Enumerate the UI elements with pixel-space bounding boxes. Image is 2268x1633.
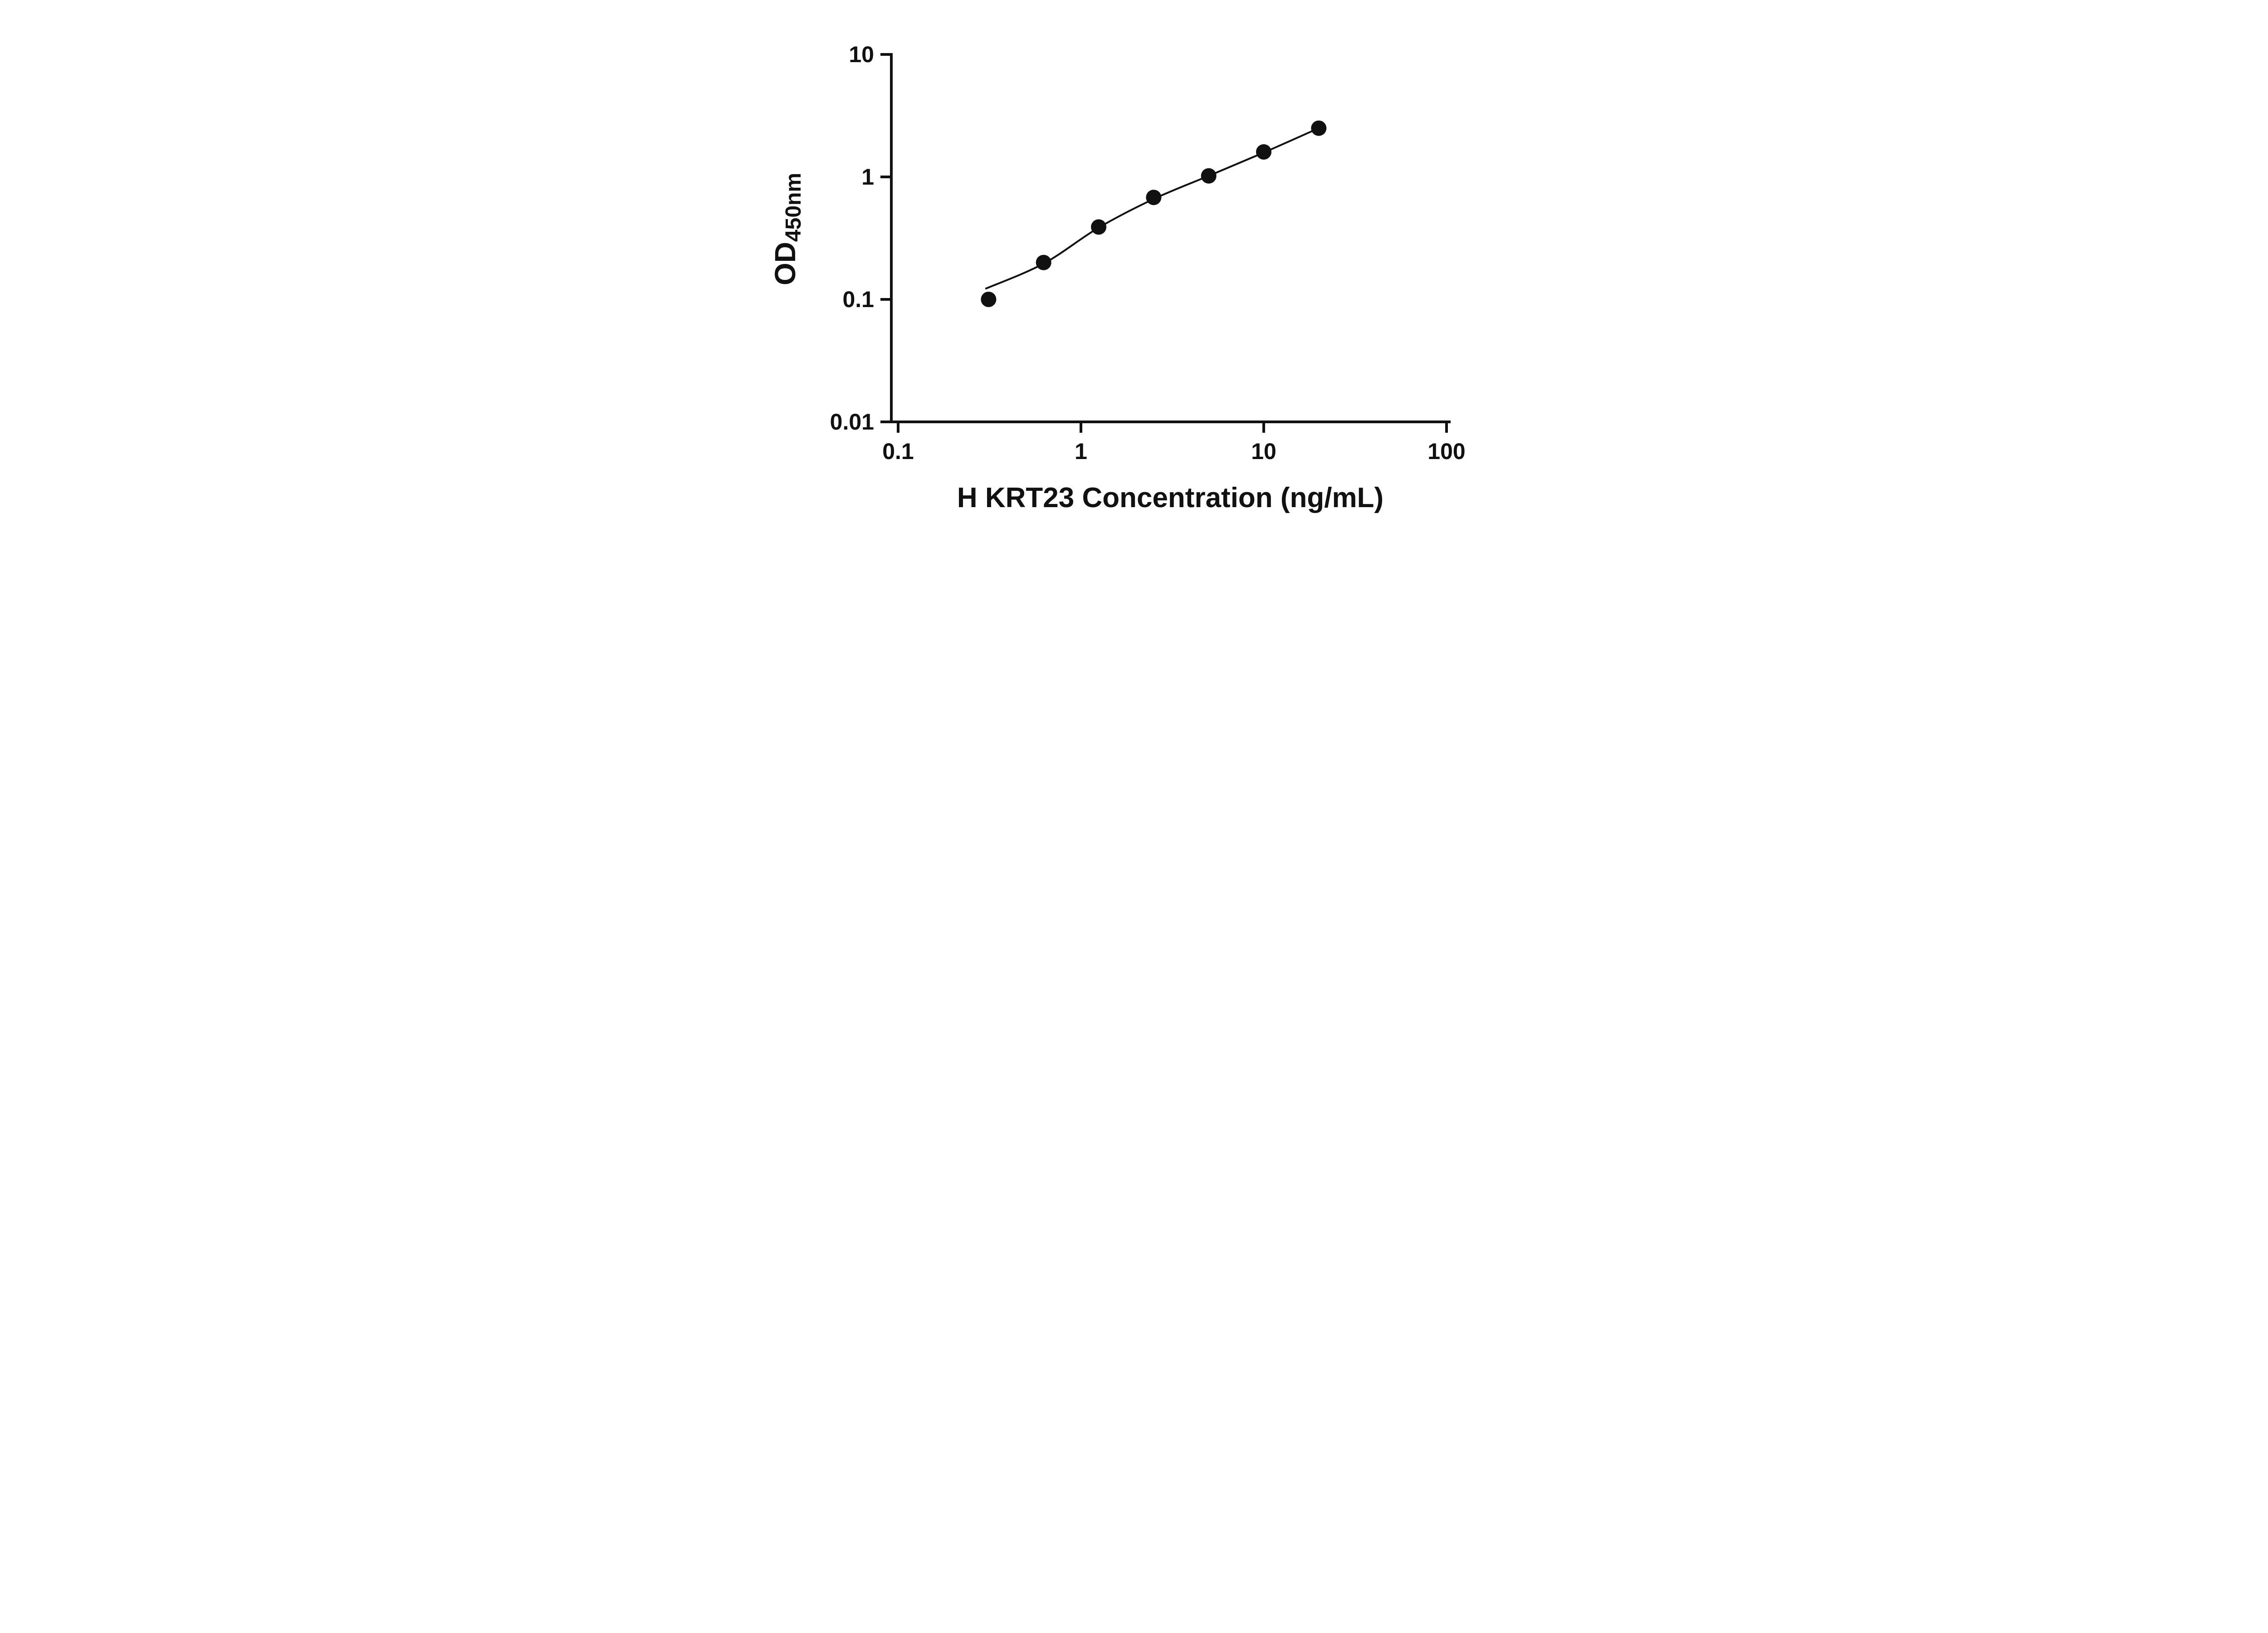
y-tick-label: 10 xyxy=(849,42,874,67)
y-tick-label: 0.1 xyxy=(842,287,874,312)
y-axis-title-main: OD xyxy=(769,242,802,285)
x-tick-label: 10 xyxy=(1251,439,1276,464)
data-point xyxy=(1201,168,1217,184)
x-axis-title: H KRT23 Concentration (ng/mL) xyxy=(957,482,1383,513)
data-point xyxy=(981,292,997,307)
elisa-standard-curve-figure: 0.1 1 10 100 0.01 0.1 1 10 H KRT23 Concentratio… xyxy=(746,0,1522,544)
y-tick-label: 0.01 xyxy=(830,409,874,435)
x-tick-label: 1 xyxy=(1075,439,1087,464)
data-points xyxy=(981,120,1327,307)
axis-ticks xyxy=(880,53,1448,433)
y-axis-title: OD450nm xyxy=(769,173,806,285)
x-tick-label: 0.1 xyxy=(882,439,914,464)
data-point xyxy=(1256,144,1271,160)
data-point xyxy=(1311,120,1327,136)
data-point xyxy=(1146,190,1162,205)
data-point xyxy=(1036,254,1051,270)
y-axis-title-subscript: 450nm xyxy=(782,173,806,242)
axis-tick-labels: 0.1 1 10 100 0.01 0.1 1 10 xyxy=(830,42,1466,464)
data-point xyxy=(1091,219,1107,235)
x-tick-label: 100 xyxy=(1427,439,1465,464)
elisa-standard-curve-chart: 0.1 1 10 100 0.01 0.1 1 10 H KRT23 Concentratio… xyxy=(769,42,1466,513)
axes xyxy=(890,53,1451,423)
y-tick-label: 1 xyxy=(861,164,874,190)
axis-spine xyxy=(890,53,1451,423)
